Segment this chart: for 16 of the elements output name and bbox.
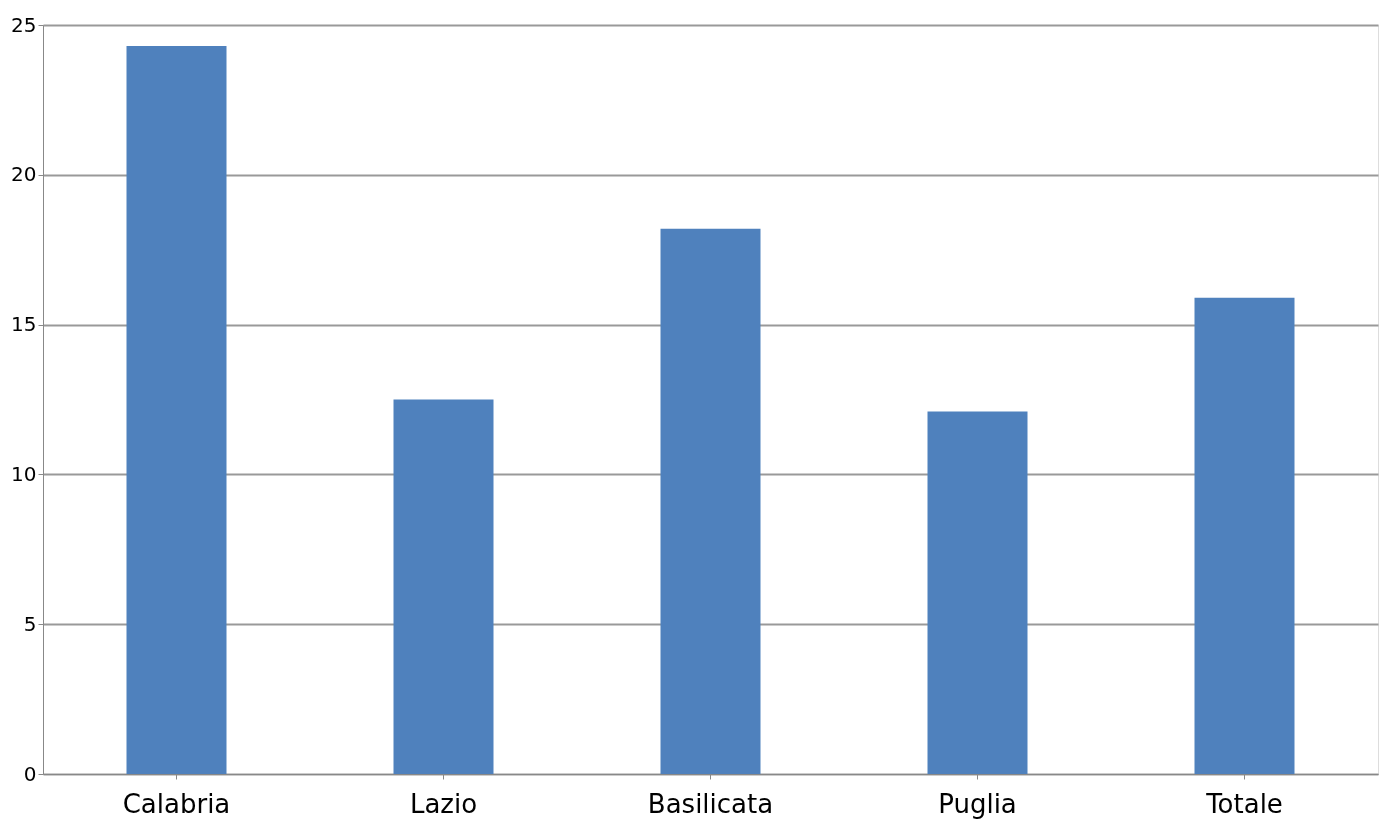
y-tick-label: 15 [11, 312, 37, 337]
y-tick-label: 10 [11, 461, 37, 486]
x-tick-label: Calabria [122, 788, 231, 819]
x-tick-label: Puglia [938, 788, 1017, 819]
y-tick-label: 25 [11, 12, 37, 37]
bar [1194, 297, 1295, 774]
x-tick-label: Totale [1205, 788, 1283, 819]
y-tick-label: 0 [23, 761, 37, 786]
x-tick-label: Basilicata [647, 788, 774, 819]
bar [393, 399, 494, 774]
x-tick-label: Lazio [409, 788, 478, 819]
y-tick-label: 20 [11, 162, 37, 187]
bar [927, 411, 1028, 774]
y-tick-label: 5 [23, 611, 37, 636]
bar [126, 45, 227, 774]
bar [660, 228, 761, 774]
